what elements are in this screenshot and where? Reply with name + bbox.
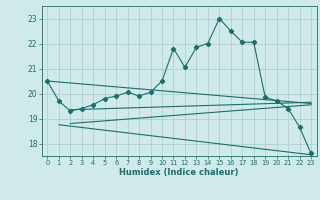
X-axis label: Humidex (Indice chaleur): Humidex (Indice chaleur) [119,168,239,177]
